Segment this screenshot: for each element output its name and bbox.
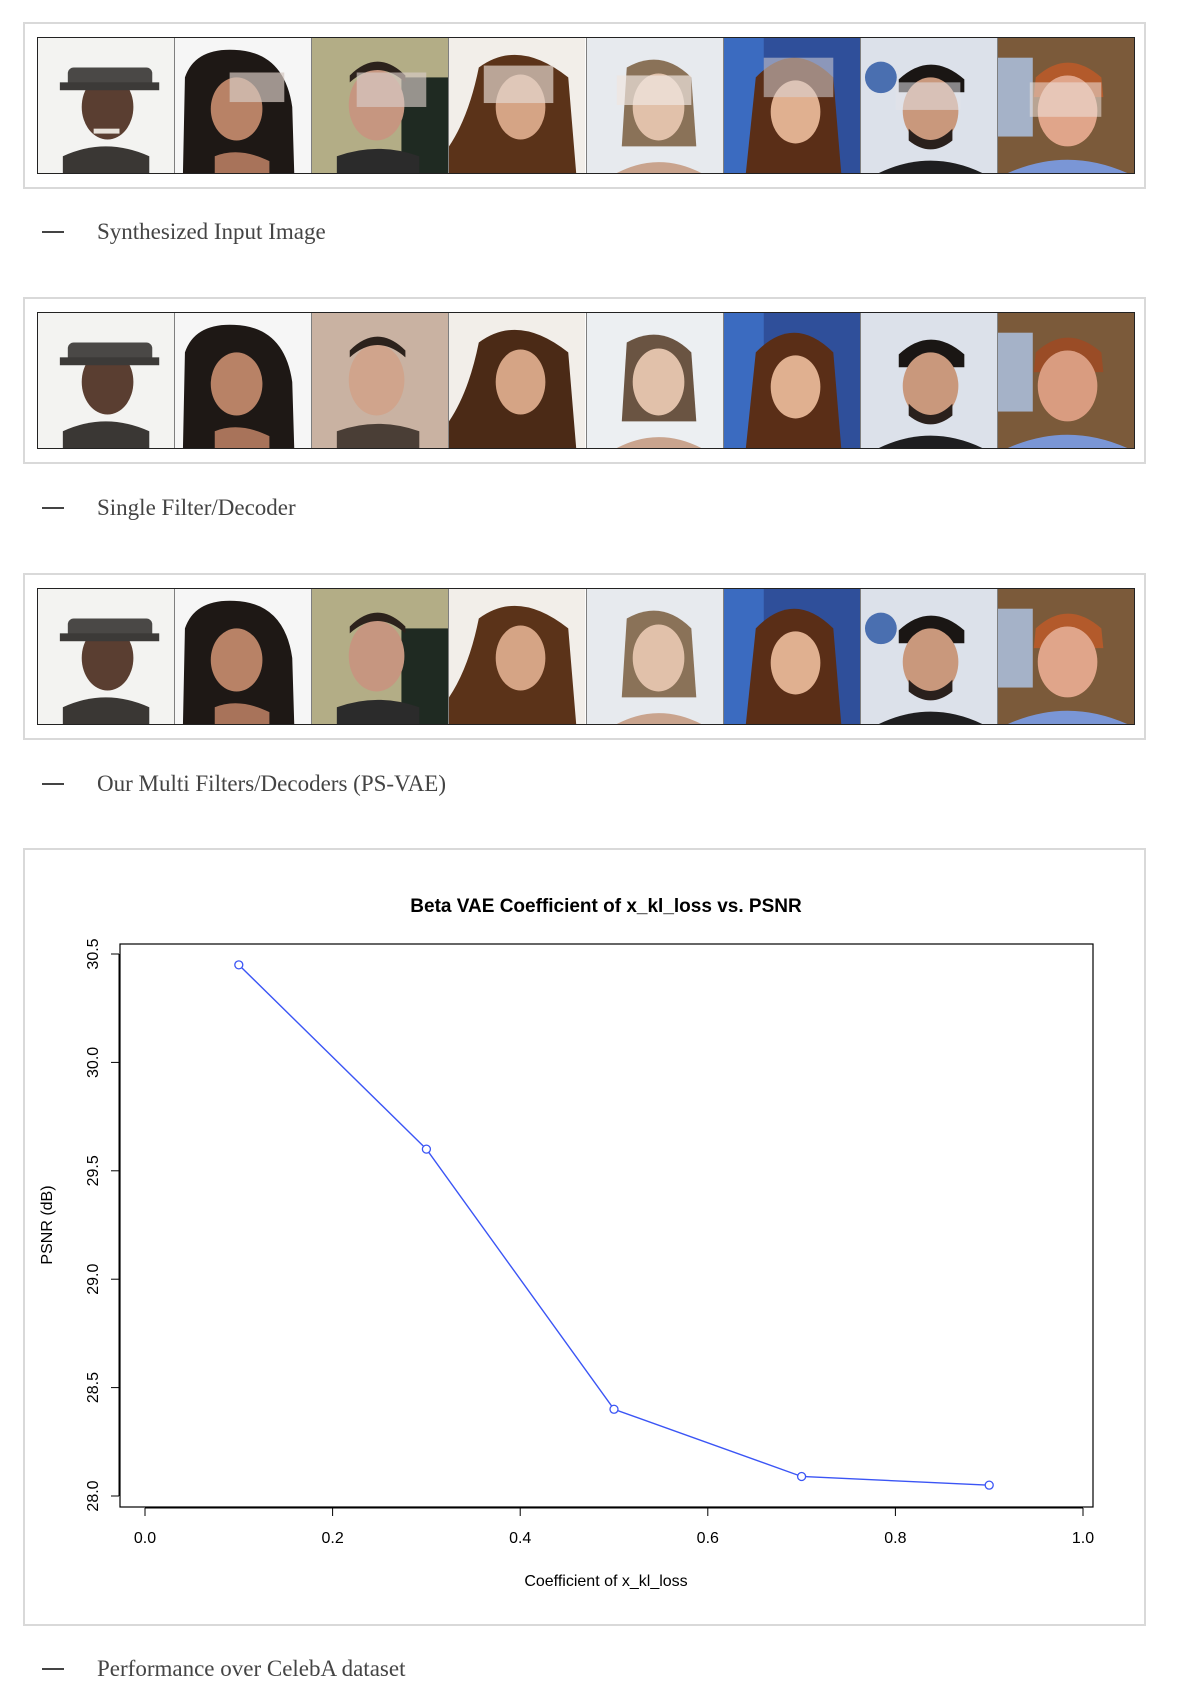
y-tick-label: 30.5 <box>85 938 102 969</box>
y-tick-label: 28.0 <box>85 1480 102 1511</box>
face-image <box>449 38 587 173</box>
x-tick-label: 1.0 <box>1072 1530 1094 1547</box>
face-image <box>997 313 1134 448</box>
y-axis: 28.0 28.5 29.0 29.5 30.0 30.5 <box>85 938 120 1512</box>
face-image <box>175 589 313 724</box>
face-image <box>860 38 998 173</box>
x-axis-label: Coefficient of x_kl_loss <box>524 1573 687 1590</box>
caption-multi-decoder: Our Multi Filters/Decoders (PS-VAE) <box>42 768 446 800</box>
face-image <box>860 313 998 448</box>
face-image <box>449 313 587 448</box>
input-image-strip <box>37 37 1135 174</box>
y-tick-label: 29.0 <box>85 1264 102 1295</box>
face-image <box>175 38 313 173</box>
face-image <box>312 589 450 724</box>
y-tick-label: 29.5 <box>85 1155 102 1186</box>
face-image <box>175 313 313 448</box>
x-tick-label: 0.0 <box>134 1530 156 1547</box>
data-point <box>796 1471 807 1482</box>
face-image <box>723 589 861 724</box>
face-image <box>723 313 861 448</box>
y-tick-label: 30.0 <box>85 1047 102 1078</box>
caption-dash <box>42 231 64 233</box>
face-image <box>997 589 1134 724</box>
caption-single-decoder: Single Filter/Decoder <box>42 492 296 524</box>
face-image <box>38 313 176 448</box>
caption-text: Single Filter/Decoder <box>97 495 296 520</box>
face-image <box>586 589 724 724</box>
data-point <box>984 1480 994 1490</box>
x-tick-label: 0.8 <box>884 1530 906 1547</box>
multi-decoder-strip <box>37 588 1135 725</box>
face-image <box>723 38 861 173</box>
caption-input-image: Synthesized Input Image <box>42 216 326 248</box>
caption-performance: Performance over CelebA dataset <box>42 1653 405 1685</box>
face-image <box>997 38 1134 173</box>
caption-dash <box>42 1668 64 1670</box>
face-image <box>312 38 450 173</box>
x-tick-label: 0.2 <box>321 1530 343 1547</box>
caption-text: Our Multi Filters/Decoders (PS-VAE) <box>97 771 447 796</box>
x-tick-label: 0.6 <box>697 1530 719 1547</box>
plot-frame <box>119 943 1094 1508</box>
single-decoder-strip <box>37 312 1135 449</box>
caption-text: Performance over CelebA dataset <box>97 1656 406 1681</box>
single-decoder-strip-box <box>23 297 1146 464</box>
y-tick-label: 28.5 <box>85 1372 102 1403</box>
series-layer <box>234 960 994 1490</box>
y-axis-label: PSNR (dB) <box>39 1185 56 1264</box>
x-tick-label: 0.4 <box>509 1530 531 1547</box>
multi-decoder-strip-box <box>23 573 1146 740</box>
psnr-line-chart: Beta VAE Coefficient of x_kl_loss vs. PS… <box>39 896 1094 1590</box>
chart-title: Beta VAE Coefficient of x_kl_loss vs. PS… <box>410 896 802 917</box>
caption-text: Synthesized Input Image <box>97 219 326 244</box>
x-axis: 0.0 0.2 0.4 0.6 0.8 1.0 <box>134 1507 1094 1547</box>
face-image <box>312 313 450 448</box>
chart-box: Beta VAE Coefficient of x_kl_loss vs. PS… <box>23 848 1146 1626</box>
face-image <box>449 589 587 724</box>
face-image <box>860 589 998 724</box>
data-point <box>421 1144 432 1154</box>
input-image-strip-box <box>23 22 1146 189</box>
caption-dash <box>42 783 64 785</box>
caption-dash <box>42 507 64 509</box>
face-image <box>38 38 176 173</box>
face-image <box>586 38 724 173</box>
data-point <box>234 960 244 970</box>
data-point <box>609 1404 619 1414</box>
face-image <box>38 589 176 724</box>
face-image <box>586 313 724 448</box>
